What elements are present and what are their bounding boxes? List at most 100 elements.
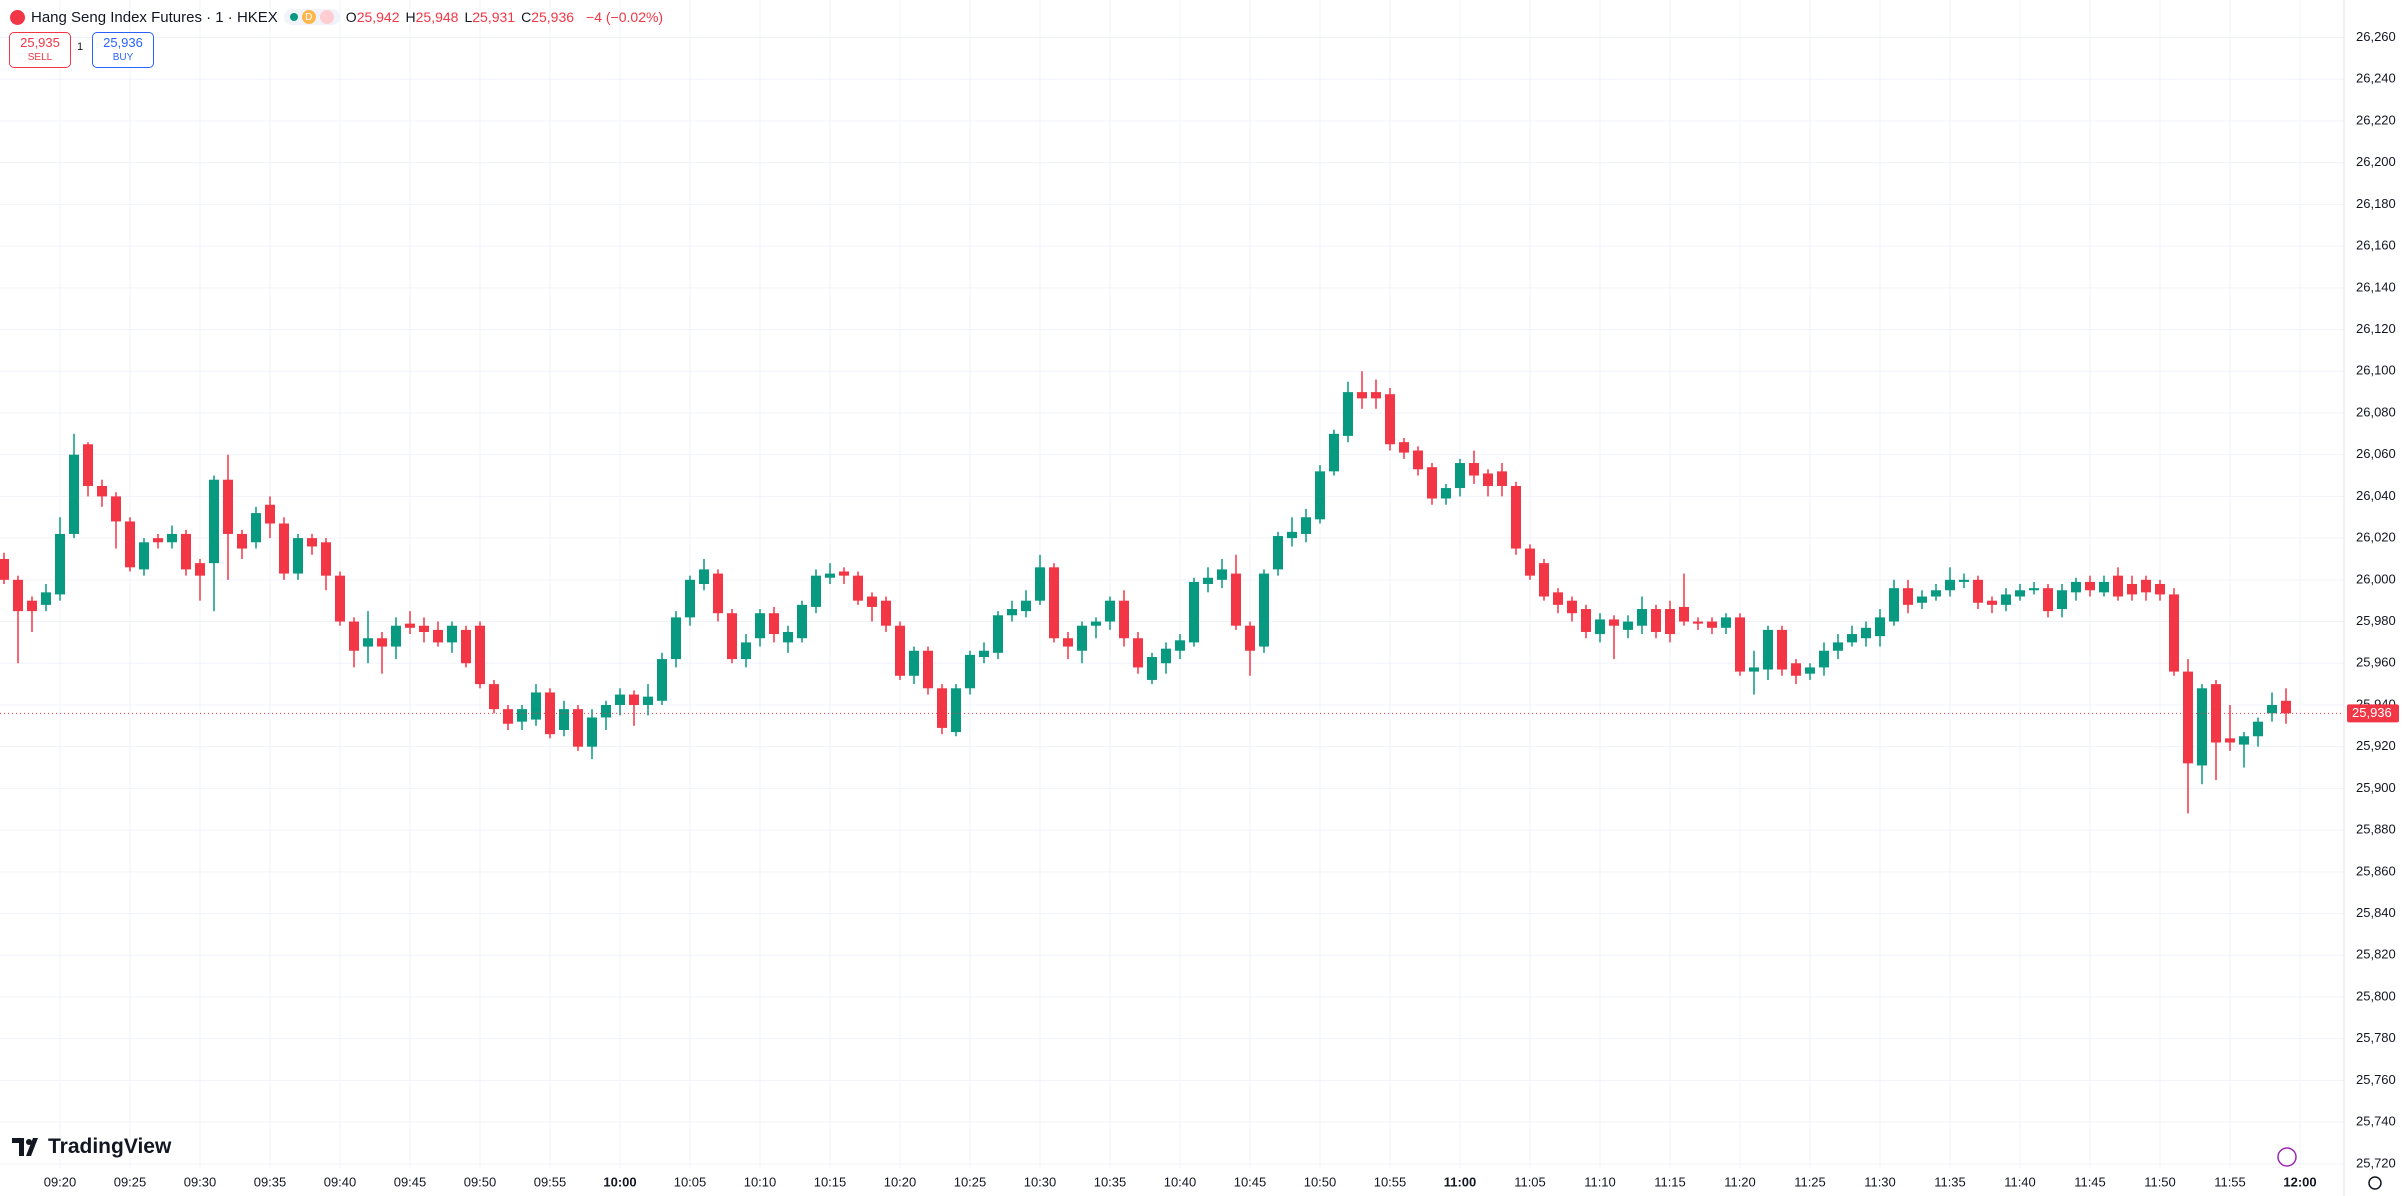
candle-body bbox=[643, 696, 653, 705]
y-tick-label: 25,720 bbox=[2356, 1155, 2396, 1170]
candle-body bbox=[587, 717, 597, 747]
candle-body bbox=[951, 688, 961, 733]
x-tick-label: 11:10 bbox=[1584, 1174, 1616, 1189]
candle-body bbox=[1665, 609, 1675, 635]
candle-body bbox=[1483, 473, 1493, 486]
candle-body bbox=[251, 513, 261, 543]
candle-body bbox=[405, 623, 415, 628]
sell-label: SELL bbox=[27, 52, 53, 63]
x-tick-label: 10:45 bbox=[1234, 1174, 1267, 1189]
sell-price: 25,935 bbox=[20, 35, 60, 50]
x-tick-label: 11:45 bbox=[2074, 1174, 2106, 1189]
candle-body bbox=[2099, 581, 2109, 593]
x-tick-label: 10:40 bbox=[1164, 1174, 1197, 1189]
candle-body bbox=[223, 479, 233, 534]
candle-body bbox=[1301, 517, 1311, 534]
candle-body bbox=[1175, 640, 1185, 651]
ohlc-key: O bbox=[345, 9, 357, 25]
y-tick-label: 26,220 bbox=[2356, 112, 2396, 127]
ohlc-value: 25,931 bbox=[472, 9, 516, 25]
candle-body bbox=[1805, 667, 1815, 674]
price-change: −4 (−0.02%) bbox=[586, 9, 664, 25]
candle-body bbox=[559, 709, 569, 730]
y-tick-label: 26,180 bbox=[2356, 196, 2396, 211]
candle-body bbox=[1231, 573, 1241, 626]
candle-body bbox=[265, 504, 275, 524]
y-tick-label: 25,840 bbox=[2356, 905, 2396, 920]
candle-body bbox=[839, 571, 849, 576]
candle-body bbox=[1553, 592, 1563, 605]
buy-label: BUY bbox=[112, 52, 134, 63]
x-tick-label: 12:00 bbox=[2283, 1174, 2316, 1189]
y-tick-label: 26,020 bbox=[2356, 530, 2396, 545]
candle-body bbox=[69, 454, 79, 534]
candle-body bbox=[1567, 600, 1577, 614]
candle-body bbox=[1343, 392, 1353, 436]
candle-body bbox=[615, 694, 625, 705]
x-tick-label: 10:30 bbox=[1024, 1174, 1057, 1189]
candle-body bbox=[1203, 577, 1213, 584]
candle-body bbox=[965, 654, 975, 689]
candle-body bbox=[153, 538, 163, 543]
candle-body bbox=[1749, 667, 1759, 672]
candle-body bbox=[1007, 609, 1017, 616]
settings-icon bbox=[2368, 1176, 2382, 1190]
x-tick-label: 09:55 bbox=[534, 1174, 567, 1189]
candle-body bbox=[2029, 588, 2039, 591]
candle-body bbox=[321, 542, 331, 576]
candle-body bbox=[671, 617, 681, 660]
candle-body bbox=[13, 579, 23, 612]
candle-body bbox=[1637, 609, 1647, 626]
y-tick-label: 25,860 bbox=[2356, 863, 2396, 878]
y-tick-label: 25,920 bbox=[2356, 738, 2396, 753]
buy-price: 25,936 bbox=[103, 35, 143, 50]
y-tick-label: 25,760 bbox=[2356, 1072, 2396, 1087]
status-badge[interactable]: D bbox=[283, 9, 340, 25]
candle-body bbox=[1875, 617, 1885, 637]
y-tick-label: 25,740 bbox=[2356, 1114, 2396, 1129]
candle-body bbox=[937, 688, 947, 728]
candle-body bbox=[853, 575, 863, 601]
candle-body bbox=[1679, 606, 1689, 622]
candle-body bbox=[0, 558, 9, 580]
brand-logo[interactable]: TradingView bbox=[12, 1135, 171, 1159]
candle-body bbox=[139, 542, 149, 570]
candle-body bbox=[2015, 590, 2025, 597]
candle-body bbox=[293, 538, 303, 574]
x-tick-label: 10:15 bbox=[814, 1174, 847, 1189]
candle-body bbox=[1119, 600, 1129, 639]
candle-body bbox=[867, 596, 877, 607]
candle-body bbox=[209, 479, 219, 564]
ohlc-value: 25,942 bbox=[356, 9, 400, 25]
candle-body bbox=[699, 569, 709, 584]
chart-title[interactable]: Hang Seng Index Futures · 1 · HKEX bbox=[31, 8, 278, 26]
candle-body bbox=[1469, 463, 1479, 476]
buy-button[interactable]: 25,936 BUY bbox=[92, 32, 154, 68]
candle-body bbox=[1595, 619, 1605, 635]
candle-body bbox=[1133, 638, 1143, 668]
candle-body bbox=[1777, 629, 1787, 670]
sell-button[interactable]: 25,935 SELL bbox=[9, 32, 71, 68]
candle-body bbox=[769, 613, 779, 635]
candle-body bbox=[657, 659, 667, 701]
y-tick-label: 26,240 bbox=[2356, 71, 2396, 86]
candle-body bbox=[1357, 392, 1367, 399]
quantity[interactable]: 1 bbox=[77, 41, 84, 53]
candle-body bbox=[531, 692, 541, 720]
candle-body bbox=[895, 625, 905, 676]
candle-body bbox=[1147, 657, 1157, 680]
delay-badge: D bbox=[301, 10, 316, 24]
x-tick-label: 11:50 bbox=[2144, 1174, 2176, 1189]
candle-body bbox=[125, 521, 135, 568]
last-price-label: 25,936 bbox=[2352, 705, 2392, 720]
candle-body bbox=[2253, 721, 2263, 737]
x-tick-label: 10:50 bbox=[1304, 1174, 1337, 1189]
x-tick-label: 10:00 bbox=[603, 1174, 636, 1189]
candle-body bbox=[2071, 581, 2081, 593]
candle-body bbox=[1945, 579, 1955, 591]
candle-body bbox=[55, 533, 65, 595]
candle-body bbox=[755, 613, 765, 639]
candle-body bbox=[1063, 638, 1073, 647]
y-tick-label: 26,260 bbox=[2356, 29, 2396, 44]
y-tick-label: 25,900 bbox=[2356, 780, 2396, 795]
